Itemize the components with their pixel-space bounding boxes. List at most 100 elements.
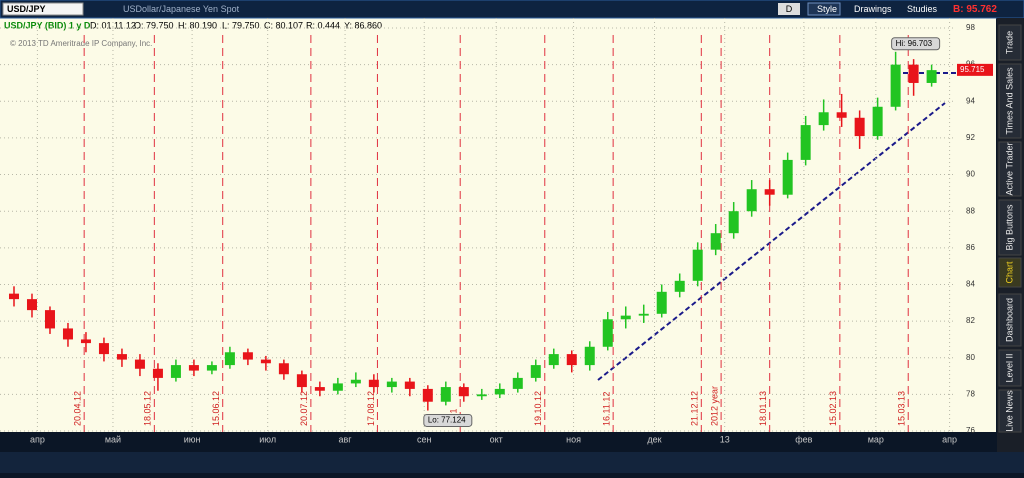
event-label: 18.05.12 <box>143 391 153 426</box>
candle-body <box>494 388 505 395</box>
sidebar-tab[interactable] <box>998 63 1022 139</box>
y-tick-label: 98 <box>966 23 975 32</box>
candle-body <box>368 379 379 388</box>
x-tick-label: сен <box>417 434 432 444</box>
sidebar-tab[interactable] <box>998 349 1022 387</box>
candle-body <box>656 291 667 314</box>
candle-body <box>206 365 217 371</box>
sidebar-tab[interactable] <box>998 199 1022 256</box>
candle-body <box>602 319 613 347</box>
x-tick-label: июл <box>259 434 276 444</box>
event-label: 21.12.12 <box>690 391 700 426</box>
x-tick-label: апр <box>30 434 45 444</box>
event-label: 15.03.13 <box>897 391 907 426</box>
study-label: USD/JPY (BID) 1 y D <box>4 20 91 30</box>
candle-body <box>188 365 199 371</box>
event-label: 18.01.13 <box>758 391 768 426</box>
candle-body <box>296 374 307 388</box>
symbol: USD/JPY <box>7 4 46 14</box>
header-field: O: 79.750 <box>134 20 174 30</box>
candle-body <box>62 328 73 340</box>
candle-body <box>80 339 91 344</box>
x-tick-label: май <box>105 434 121 444</box>
y-tick-label: 76 <box>966 426 975 435</box>
x-tick-label: авг <box>339 434 353 444</box>
candle-body <box>224 352 235 366</box>
candle-body <box>98 343 109 355</box>
symbol-box[interactable] <box>2 2 84 16</box>
candle-body <box>170 365 181 378</box>
aggregation: D <box>786 4 793 14</box>
candle-body <box>638 313 649 316</box>
sidebar-tab[interactable] <box>998 141 1022 197</box>
candle-body <box>350 379 361 384</box>
y-tick-label: 92 <box>966 133 975 142</box>
candle-body <box>872 106 883 137</box>
candle-body <box>44 310 55 329</box>
x-tick-label: окт <box>490 434 503 444</box>
y-tick-label: 90 <box>966 170 975 179</box>
candle-body <box>386 381 397 388</box>
header-field: C: 80.107 <box>264 20 303 30</box>
event-label: 2012 year <box>709 386 719 426</box>
candle-body <box>926 70 937 83</box>
event-label: 19.10.12 <box>533 391 543 426</box>
candle-body <box>116 354 127 360</box>
candle-body <box>152 368 163 378</box>
event-label: 16.11.12 <box>602 392 612 426</box>
candle-body <box>818 112 829 126</box>
candle-body <box>26 299 37 311</box>
candle-body <box>458 387 469 397</box>
button-label: Studies <box>907 4 938 14</box>
sidebar-tab-label: Live News <box>1004 390 1014 432</box>
candle-body <box>764 189 775 195</box>
candle-body <box>836 112 847 118</box>
candle-body <box>314 387 325 391</box>
annotation-box <box>891 37 941 51</box>
y-tick-label: 88 <box>966 206 975 215</box>
header-field: Y: 86.860 <box>344 20 382 30</box>
sidebar-tab-label: Times And Sales <box>1004 67 1014 135</box>
annotation-label: Lo: 77.124 <box>428 416 466 425</box>
last-price-label: 95.715 <box>960 65 985 74</box>
y-tick-label: 84 <box>966 280 975 289</box>
candle-body <box>728 211 739 234</box>
event-label: 20.04.12 <box>73 391 83 426</box>
candle-body <box>674 280 685 292</box>
plot-bg <box>0 18 996 432</box>
sidebar-tab[interactable] <box>998 293 1022 347</box>
candle-body <box>548 354 559 366</box>
header-field: L: 79.750 <box>222 20 260 30</box>
x-tick-label: 13 <box>720 434 730 444</box>
sidebar-tab-label: Chart <box>1004 261 1014 284</box>
sidebar-tab-label: Trade <box>1004 31 1014 54</box>
bid: B: 95.762 <box>953 4 997 15</box>
style-button[interactable] <box>807 2 841 16</box>
candle-body <box>890 64 901 107</box>
sidebar-tab[interactable] <box>998 389 1022 433</box>
annotation-box <box>423 413 473 427</box>
sidebar-tab[interactable] <box>998 24 1022 61</box>
event-label: 20.07.12 <box>299 391 309 426</box>
candle-body <box>710 233 721 250</box>
candle-body <box>566 354 577 366</box>
copyright: © 2013 TD Ameritrade IP Company, Inc. <box>10 39 152 48</box>
candle-body <box>332 383 343 391</box>
candle-body <box>782 159 793 195</box>
candle-body <box>404 381 415 389</box>
candle-body <box>692 249 703 281</box>
candle-body <box>422 388 433 402</box>
aggregation-button[interactable] <box>778 3 800 15</box>
event-label: 17.08.12 <box>366 391 376 426</box>
y-tick-label: 82 <box>966 316 975 325</box>
candle-body <box>278 363 289 375</box>
candle-body <box>620 315 631 320</box>
candle-body <box>530 365 541 378</box>
candle-body <box>260 359 271 364</box>
candle-body <box>584 346 595 366</box>
button-label: Drawings <box>854 4 892 14</box>
x-tick-label: апр <box>942 434 957 444</box>
candle-body <box>908 64 919 83</box>
sidebar-tab-label: Big Buttons <box>1004 204 1014 251</box>
sidebar-tab[interactable] <box>998 257 1022 288</box>
